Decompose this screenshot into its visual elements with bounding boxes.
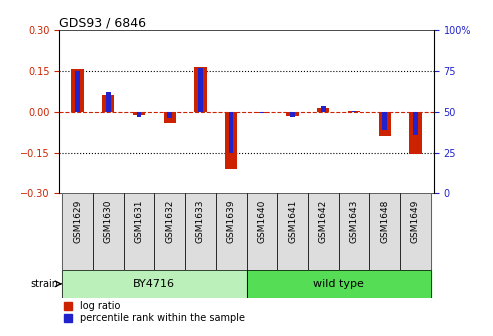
Bar <box>164 112 176 123</box>
Text: GSM1643: GSM1643 <box>350 200 358 243</box>
Text: GSM1640: GSM1640 <box>257 200 266 243</box>
Bar <box>106 92 110 112</box>
Bar <box>379 112 391 136</box>
Bar <box>133 112 145 115</box>
Bar <box>185 194 216 270</box>
Text: GSM1629: GSM1629 <box>73 200 82 243</box>
Bar <box>246 270 431 298</box>
Bar <box>154 194 185 270</box>
Bar <box>317 108 329 112</box>
Text: GDS93 / 6846: GDS93 / 6846 <box>59 16 146 29</box>
Bar <box>246 194 277 270</box>
Bar <box>400 194 431 270</box>
Bar <box>75 71 80 112</box>
Bar <box>321 106 325 112</box>
Bar <box>339 194 369 270</box>
Bar <box>225 112 237 169</box>
Bar <box>369 194 400 270</box>
Bar <box>413 112 418 135</box>
Bar <box>339 194 369 270</box>
Bar <box>185 194 216 270</box>
Bar <box>383 112 387 130</box>
Bar <box>124 194 154 270</box>
Bar <box>290 112 295 117</box>
Bar <box>62 194 93 270</box>
Bar <box>216 194 246 270</box>
Text: BY4716: BY4716 <box>134 279 176 289</box>
Bar <box>352 111 356 112</box>
Legend: log ratio, percentile rank within the sample: log ratio, percentile rank within the sa… <box>64 301 245 323</box>
Text: GSM1649: GSM1649 <box>411 200 420 243</box>
Bar <box>137 112 141 117</box>
Bar <box>62 270 246 298</box>
Bar <box>308 194 339 270</box>
Text: wild type: wild type <box>313 279 364 289</box>
Bar <box>124 194 154 270</box>
Text: GSM1648: GSM1648 <box>380 200 389 243</box>
Text: GSM1642: GSM1642 <box>319 200 328 243</box>
Bar <box>348 111 360 112</box>
Bar <box>62 194 93 270</box>
Text: GSM1632: GSM1632 <box>165 200 174 243</box>
Bar <box>154 194 185 270</box>
Text: GSM1631: GSM1631 <box>135 200 143 243</box>
Bar <box>229 112 234 153</box>
Bar <box>277 194 308 270</box>
Text: GSM1639: GSM1639 <box>227 200 236 243</box>
Bar <box>168 112 172 118</box>
Bar <box>93 194 124 270</box>
Bar <box>71 69 84 112</box>
Bar <box>246 194 277 270</box>
Bar <box>400 194 431 270</box>
Bar <box>194 67 207 112</box>
Bar <box>93 194 124 270</box>
Bar <box>409 112 422 154</box>
Text: GSM1633: GSM1633 <box>196 200 205 243</box>
Bar <box>198 68 203 112</box>
Bar <box>102 95 114 112</box>
Bar <box>277 194 308 270</box>
Text: GSM1630: GSM1630 <box>104 200 113 243</box>
Bar <box>259 112 264 113</box>
Bar <box>286 112 299 116</box>
Text: strain: strain <box>31 279 59 289</box>
Bar <box>246 270 431 298</box>
Bar <box>216 194 246 270</box>
Bar <box>256 112 268 113</box>
Bar <box>308 194 339 270</box>
Text: GSM1641: GSM1641 <box>288 200 297 243</box>
Bar <box>369 194 400 270</box>
Bar <box>62 270 246 298</box>
